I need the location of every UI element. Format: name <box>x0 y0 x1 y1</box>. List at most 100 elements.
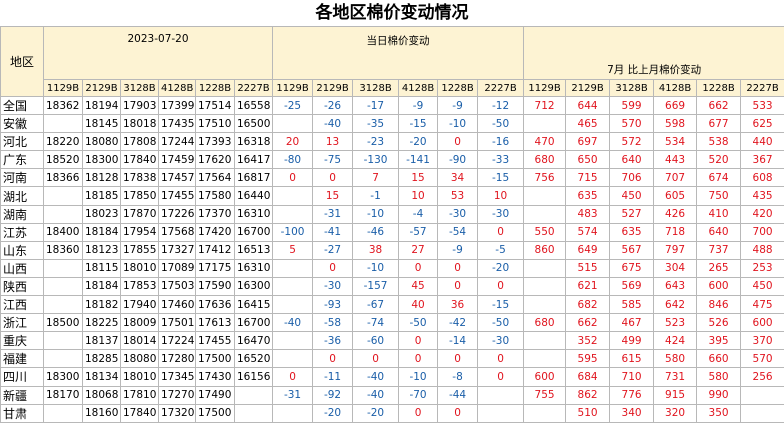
change-cell <box>523 258 567 278</box>
change-cell: 669 <box>653 95 698 116</box>
price-cell: 18010 <box>120 258 159 278</box>
change-cell: -74 <box>352 313 400 333</box>
price-cell: 18123 <box>82 240 121 260</box>
price-cell: 17940 <box>120 295 159 315</box>
price-cell: 18137 <box>82 331 121 351</box>
price-cell: 17226 <box>158 204 196 224</box>
column-header: 3128B <box>120 79 159 97</box>
change-cell: 580 <box>653 349 698 369</box>
region-cell: 全国 <box>0 95 44 116</box>
change-cell <box>477 385 525 405</box>
change-cell: -54 <box>437 222 479 242</box>
change-cell: 256 <box>740 367 784 387</box>
change-cell <box>272 258 314 278</box>
change-cell: 45 <box>398 276 439 297</box>
change-cell: 253 <box>740 258 784 278</box>
change-cell: 0 <box>398 258 439 278</box>
change-cell: 567 <box>609 240 655 260</box>
change-cell: 574 <box>565 222 611 242</box>
change-cell: 684 <box>565 367 611 387</box>
change-cell: -20 <box>352 403 400 423</box>
column-header: 3128B <box>352 79 400 97</box>
change-cell: 710 <box>609 367 655 387</box>
table-row: 安徽 18145 18018 17435 17510 16500 -40 -35 -15 -10-… <box>0 114 784 134</box>
price-cell: 17393 <box>195 132 235 152</box>
price-cell: 18160 <box>82 403 121 423</box>
change-cell: -30 <box>437 204 479 224</box>
change-cell: 750 <box>696 186 742 206</box>
change-cell: -67 <box>352 295 400 315</box>
change-cell: 523 <box>653 313 698 333</box>
change-cell <box>740 385 784 405</box>
region-cell: 山西 <box>0 258 44 278</box>
change-cell: 680 <box>523 313 567 333</box>
change-cell: -26 <box>312 95 354 116</box>
price-cell: 17514 <box>195 95 235 116</box>
price-cell: 18300 <box>82 150 121 170</box>
change-cell: -157 <box>352 276 400 297</box>
change-cell: 350 <box>696 403 742 423</box>
column-header: 3128B <box>609 79 655 97</box>
change-cell: 644 <box>565 95 611 116</box>
table-row: 山西 18115 18010 17089 17175 16310 0 -10 0 0 -20 515 6… <box>0 258 784 278</box>
change-cell <box>272 204 314 224</box>
price-cell: 17399 <box>158 95 196 116</box>
change-cell: -60 <box>352 331 400 351</box>
price-cell: 16310 <box>233 258 274 278</box>
change-cell: 700 <box>740 222 784 242</box>
price-cell: 16700 <box>233 222 274 242</box>
price-cell: 18145 <box>82 114 121 134</box>
change-cell: 467 <box>609 313 655 333</box>
change-cell: 340 <box>609 403 655 423</box>
change-cell: 776 <box>609 385 655 405</box>
table-row: 河南 18366 18128 17838 17457 17564 16817 0 0 7 15 34-… <box>0 168 784 188</box>
change-cell: 860 <box>523 240 567 260</box>
price-cell: 16513 <box>233 240 274 260</box>
change-cell: 450 <box>609 186 655 206</box>
price-cell: 18080 <box>120 349 159 369</box>
region-cell: 河北 <box>0 132 44 152</box>
column-header: 4128B <box>398 79 439 97</box>
column-header: 1129B <box>523 79 567 97</box>
change-cell: -23 <box>352 132 400 152</box>
change-cell: -10 <box>352 204 400 224</box>
change-cell: 599 <box>609 95 655 116</box>
change-cell: 499 <box>609 331 655 351</box>
change-cell: 675 <box>609 258 655 278</box>
region-cell: 甘肃 <box>0 403 44 423</box>
change-cell: 370 <box>740 331 784 351</box>
price-cell <box>233 385 274 405</box>
change-cell <box>523 331 567 351</box>
change-cell: -40 <box>352 367 400 387</box>
table-row: 江苏 18400 18184 17954 17568 17420 16700 -100 -41-… <box>0 222 784 242</box>
change-cell: -15 <box>398 114 439 134</box>
change-cell: 635 <box>565 186 611 206</box>
price-cell: 17855 <box>120 240 159 260</box>
change-cell: 572 <box>609 132 655 152</box>
column-header: 1228B <box>437 79 479 97</box>
change-cell <box>477 403 525 423</box>
change-cell <box>523 186 567 206</box>
price-cell: 18115 <box>82 258 121 278</box>
price-cell: 18184 <box>82 276 121 297</box>
price-cell: 17954 <box>120 222 159 242</box>
change-cell: 640 <box>696 222 742 242</box>
column-header: 4128B <box>653 79 698 97</box>
change-cell: 797 <box>653 240 698 260</box>
change-cell: -58 <box>312 313 354 333</box>
change-cell: -8 <box>437 367 479 387</box>
change-cell: 712 <box>523 95 567 116</box>
change-cell: 515 <box>565 258 611 278</box>
change-cell: -5 <box>477 240 525 260</box>
change-cell: 677 <box>696 114 742 134</box>
change-cell: 674 <box>696 168 742 188</box>
change-cell: 660 <box>696 349 742 369</box>
region-cell: 湖南 <box>0 204 44 224</box>
change-cell: 570 <box>740 349 784 369</box>
price-cell: 18184 <box>82 222 121 242</box>
price-cell: 17620 <box>195 150 235 170</box>
change-cell: 0 <box>437 276 479 297</box>
column-header: 2129B <box>82 79 121 97</box>
change-cell <box>272 186 314 206</box>
change-cell: 36 <box>437 295 479 315</box>
